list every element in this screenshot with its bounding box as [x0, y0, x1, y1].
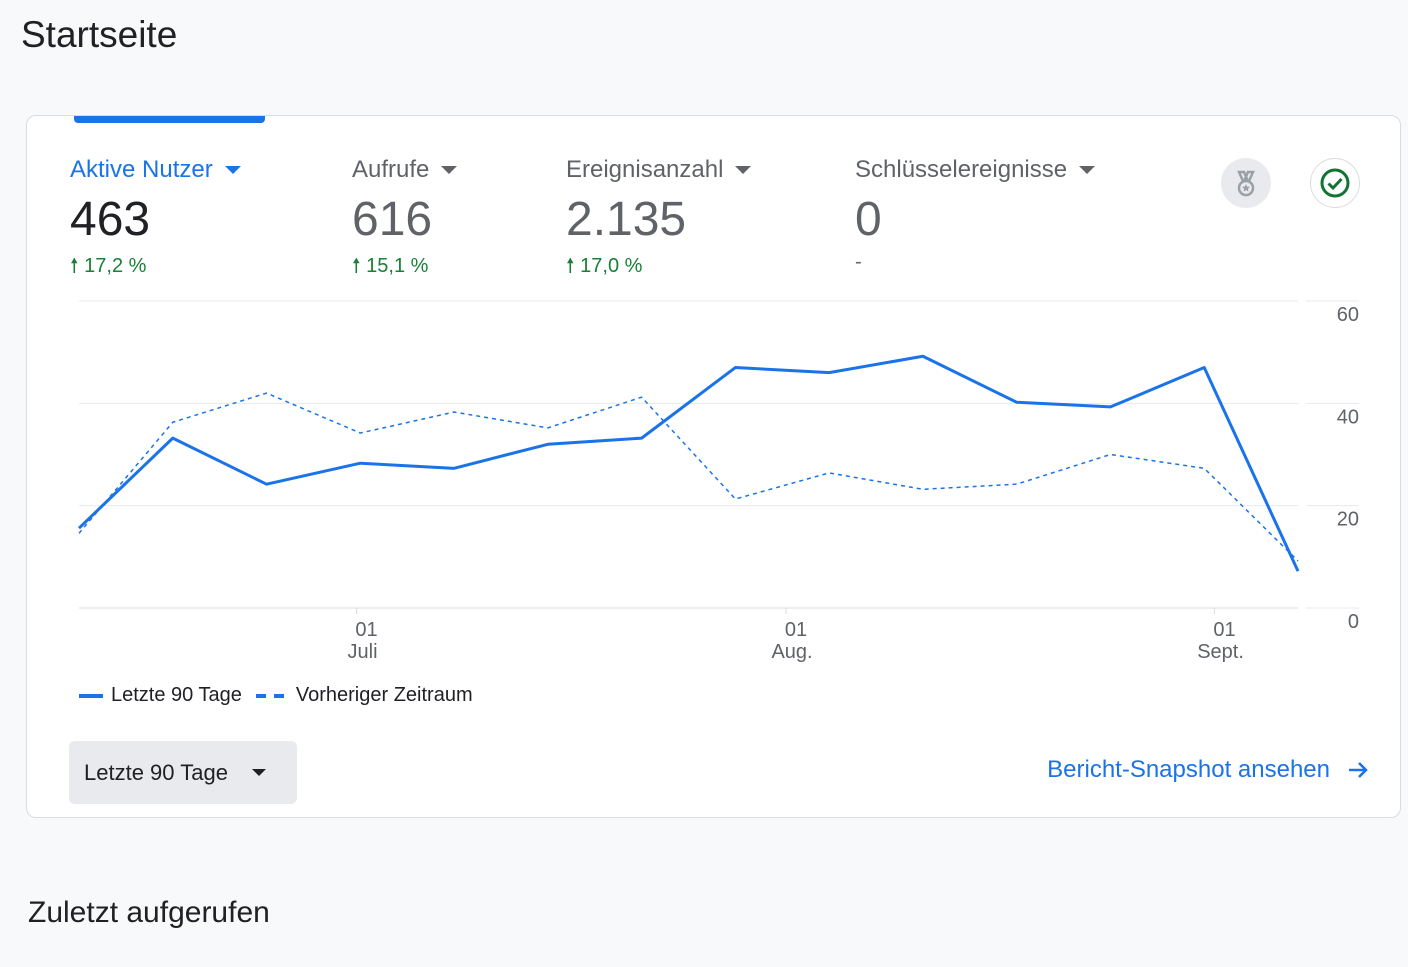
view-report-snapshot-link[interactable]: Bericht-Snapshot ansehen [1047, 756, 1370, 784]
x-tick-month: Aug. [771, 641, 812, 663]
y-tick-label: 60 [1337, 304, 1359, 326]
active-tab-indicator [74, 116, 265, 123]
arrow-up-icon: 🠕 [566, 255, 575, 277]
metric-label: Aktive Nutzer [70, 156, 213, 183]
x-tick-day: 01 [785, 619, 807, 641]
metric-value: 616 [352, 193, 433, 246]
x-tick-day: 01 [1213, 619, 1235, 641]
arrow-right-icon [1349, 762, 1368, 778]
y-tick-label: 0 [1348, 611, 1359, 633]
x-tick-month: Sept. [1197, 641, 1244, 663]
caret-down-icon[interactable] [735, 166, 752, 174]
medal-icon [1237, 170, 1255, 197]
arrow-up-icon: 🠕 [352, 255, 361, 277]
date-range-value: Letzte 90 Tage [84, 759, 228, 785]
metric-active-users[interactable]: Aktive Nutzer 463 🠕 17,2 % [70, 156, 241, 285]
date-range-select[interactable]: Letzte 90 Tage [69, 741, 297, 804]
insights-button[interactable] [1221, 158, 1271, 208]
metric-label: Ereignisanzahl [566, 156, 724, 183]
metric-value: 463 [70, 193, 151, 246]
metric-delta: 17,0 % [580, 255, 643, 277]
series-line-previous [78, 392, 1299, 562]
x-tick-day: 01 [355, 619, 377, 641]
metric-key-events[interactable]: Schlüsselereignisse 0 - [855, 156, 1096, 274]
caret-down-icon [251, 769, 266, 776]
caret-down-icon[interactable] [441, 166, 458, 174]
legend-current: Letzte 90 Tage [111, 684, 242, 706]
y-tick-label: 40 [1337, 406, 1359, 428]
x-tick-month: Juli [348, 641, 378, 663]
snapshot-link-label: Bericht-Snapshot ansehen [1047, 756, 1330, 783]
status-button[interactable] [1310, 158, 1360, 208]
caret-down-icon[interactable] [1079, 166, 1096, 174]
metric-delta: 15,1 % [366, 255, 429, 277]
legend-dashed-swatch [255, 693, 286, 698]
metric-event-count[interactable]: Ereignisanzahl 2.135 🠕 17,0 % [566, 156, 752, 285]
check-circle-icon [1320, 168, 1350, 198]
series-line-current [77, 354, 1300, 572]
metric-delta: 17,2 % [84, 255, 147, 277]
metric-value: 0 [855, 193, 882, 246]
metric-views[interactable]: Aufrufe 616 🠕 15,1 % [352, 156, 458, 285]
metric-delta: - [855, 251, 862, 273]
y-tick-label: 20 [1337, 509, 1359, 531]
chart-legend: Letzte 90 Tage Vorheriger Zeitraum [79, 684, 473, 707]
page-title: Startseite [21, 14, 178, 55]
arrow-up-icon: 🠕 [70, 255, 79, 277]
metric-label: Aufrufe [352, 156, 430, 183]
metric-value: 2.135 [566, 193, 687, 246]
legend-solid-swatch [79, 693, 103, 698]
caret-down-icon[interactable] [224, 166, 241, 174]
overview-card: Aktive Nutzer 463 🠕 17,2 % Aufrufe 616 🠕… [26, 115, 1401, 818]
recent-heading: Zuletzt aufgerufen [28, 896, 270, 929]
legend-previous: Vorheriger Zeitraum [295, 684, 473, 706]
metric-label: Schlüsselereignisse [855, 156, 1068, 183]
